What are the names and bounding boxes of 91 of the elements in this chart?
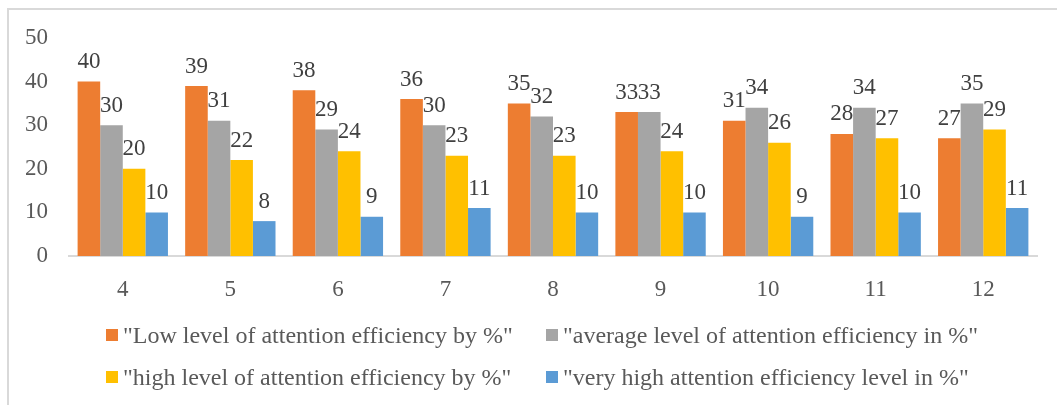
data-label: 27 (875, 104, 899, 130)
legend-label: "high level of attention efficiency by %" (123, 364, 512, 390)
y-tick-label: 0 (36, 242, 48, 268)
data-label: 26 (767, 109, 791, 135)
bar (830, 133, 854, 256)
data-label: 29 (315, 96, 339, 122)
bar (660, 151, 684, 256)
bar (77, 81, 101, 256)
data-label: 31 (207, 87, 231, 113)
bar (292, 90, 316, 256)
bar (938, 138, 961, 256)
bar (207, 120, 231, 256)
bar (230, 160, 253, 256)
data-label: 31 (722, 87, 746, 113)
x-tick-label: 7 (439, 275, 452, 301)
bar (898, 212, 921, 256)
data-label: 24 (660, 117, 684, 143)
data-label: 40 (77, 48, 101, 74)
data-label: 27 (937, 104, 961, 130)
legend-label: "Low level of attention efficiency by %" (123, 322, 513, 348)
data-label: 33 (637, 78, 661, 104)
data-label: 20 (122, 135, 146, 161)
x-tick-label: 4 (117, 275, 130, 301)
bar (1005, 208, 1029, 256)
data-label: 32 (530, 83, 554, 109)
bar (530, 116, 553, 256)
x-tick-label: 12 (971, 275, 995, 301)
bar (122, 168, 146, 256)
data-label: 35 (960, 69, 984, 95)
bar (422, 125, 446, 256)
x-tick-label: 6 (332, 275, 344, 301)
data-label: 39 (184, 52, 208, 78)
bar (400, 99, 423, 256)
bar (745, 107, 769, 256)
y-tick-label: 40 (25, 67, 48, 93)
bar (575, 212, 599, 256)
x-tick-label: 11 (864, 275, 887, 301)
data-label: 33 (615, 78, 639, 104)
data-label: 24 (337, 117, 362, 143)
bar (768, 142, 791, 256)
data-label: 30 (422, 91, 446, 117)
bar (853, 107, 876, 256)
data-label: 38 (292, 56, 316, 82)
bar (185, 85, 208, 256)
bar (468, 208, 491, 256)
data-label: 34 (852, 74, 877, 100)
bar (360, 216, 384, 256)
data-label: 23 (445, 122, 469, 148)
bar (637, 112, 661, 256)
data-label: 9 (366, 183, 378, 209)
data-label: 23 (552, 122, 576, 148)
legend-label: "very high attention efficiency level in %" (563, 364, 969, 390)
data-label: 11 (1006, 174, 1029, 200)
data-label: 36 (400, 65, 424, 91)
y-tick-label: 30 (25, 111, 48, 137)
data-label: 35 (507, 69, 531, 95)
data-label: 8 (258, 187, 270, 213)
bar (615, 112, 638, 256)
data-label: 29 (983, 96, 1007, 122)
bar (100, 125, 123, 256)
data-label: 28 (830, 100, 854, 126)
bar (553, 155, 576, 256)
bar (337, 151, 361, 256)
bar (875, 138, 899, 256)
y-tick-label: 50 (25, 24, 48, 50)
y-tick-label: 10 (25, 198, 48, 224)
data-label: 9 (796, 183, 808, 209)
bar (445, 155, 469, 256)
data-label: 22 (230, 126, 254, 152)
data-label: 11 (468, 174, 491, 200)
bar (960, 103, 984, 256)
bar (790, 216, 814, 256)
bar (252, 221, 276, 256)
x-tick-label: 10 (756, 275, 780, 301)
x-tick-label: 9 (654, 275, 667, 301)
bar (983, 129, 1006, 256)
y-tick-label: 20 (25, 154, 48, 180)
x-tick-label: 8 (547, 275, 559, 301)
data-label: 10 (145, 178, 169, 204)
data-label: 10 (682, 178, 706, 204)
data-label: 34 (745, 74, 769, 100)
bar (315, 129, 338, 256)
x-tick-label: 5 (224, 275, 237, 301)
data-label: 10 (898, 178, 922, 204)
bar (145, 212, 168, 256)
legend-label: "average level of attention efficiency in %" (563, 322, 978, 348)
bar (722, 120, 746, 256)
bar (683, 212, 706, 256)
bar (507, 103, 531, 256)
data-label: 10 (575, 178, 599, 204)
data-label: 30 (99, 91, 123, 117)
